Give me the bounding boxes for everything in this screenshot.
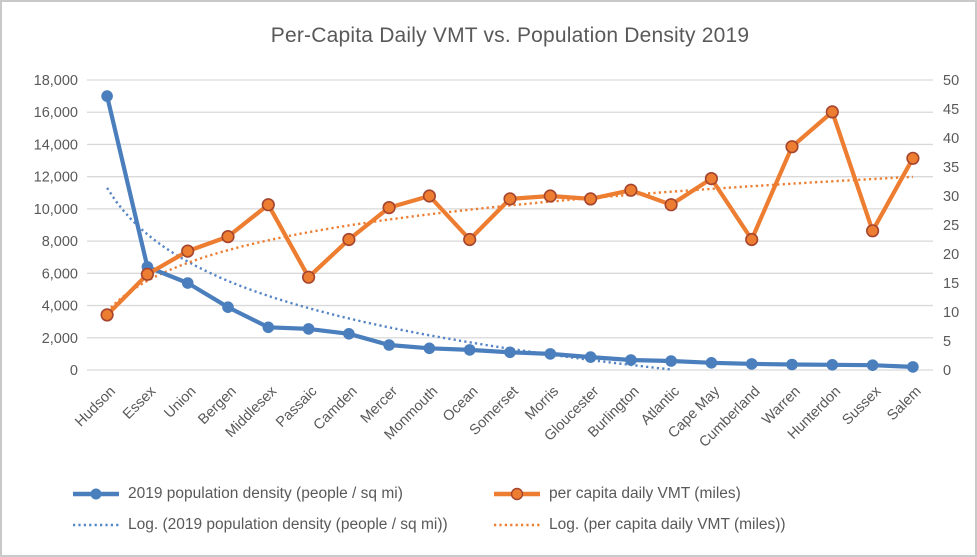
legend-item-density: 2019 population density (people / sq mi): [72, 483, 403, 505]
series-marker-vmt: [181, 244, 195, 258]
x-axis-category-label: Sussex: [839, 383, 884, 428]
series-marker-vmt: [664, 198, 678, 212]
series-marker-vmt: [785, 140, 799, 154]
legend-label-vmt: per capita daily VMT (miles): [549, 485, 741, 502]
series-marker-density: [181, 277, 194, 289]
series-marker-vmt: [422, 189, 437, 203]
series-marker-vmt: [342, 232, 356, 247]
plot-area: 0 2,000 4,000 6,000 8,000 10,000 12,000 14,000 1…: [34, 73, 960, 451]
y-axis-left-tick-label: 8,000: [42, 234, 78, 250]
y-axis-right-tick-label: 25: [943, 218, 959, 234]
y-axis-right-tick-label: 20: [943, 247, 959, 263]
legend-item-vmt-trend: Log. (per capita daily VMT (miles)): [493, 514, 786, 536]
series-marker-vmt: [382, 201, 396, 215]
series-marker-vmt: [302, 270, 316, 284]
series-marker-density: [383, 339, 395, 351]
series-marker-density: [222, 301, 234, 314]
y-axis-right-tick-label: 40: [943, 131, 959, 147]
x-axis-category-label: Essex: [120, 383, 160, 423]
x-axis-category-label: Hudson: [72, 384, 119, 431]
y-axis-right-tick-label: 0: [943, 363, 951, 379]
series-marker-vmt: [543, 189, 557, 203]
series-marker-density: [584, 351, 597, 363]
series-marker-density: [826, 359, 839, 371]
series-marker-vmt: [221, 230, 235, 244]
vmt-trend-swatch-icon: [494, 523, 540, 527]
legend-row-1: 2019 population density (people / sq mi)…: [2, 483, 975, 505]
y-axis-left-tick-label: 10,000: [34, 202, 78, 218]
series-marker-vmt: [825, 105, 839, 119]
y-axis-right-tick-label: 15: [943, 276, 959, 292]
series-marker-density: [504, 346, 516, 359]
series-marker-vmt: [463, 232, 477, 247]
series-marker-vmt: [624, 183, 638, 197]
chart-title: Per-Capita Daily VMT vs. Population Dens…: [270, 24, 750, 47]
x-axis-category-label: Camden: [311, 384, 361, 434]
series-marker-density: [705, 357, 718, 369]
series-marker-vmt: [503, 192, 517, 206]
vmt-line-swatch-icon: [494, 487, 540, 501]
series-marker-density: [544, 348, 557, 360]
series-marker-density: [423, 342, 436, 355]
y-axis-right-tick-label: 10: [943, 305, 959, 321]
y-axis-left-tick-label: 6,000: [42, 266, 78, 282]
series-marker-vmt: [100, 308, 114, 322]
y-axis-left-tick-label: 4,000: [42, 299, 78, 315]
series-marker-vmt: [583, 192, 598, 206]
series-marker-density: [101, 90, 113, 102]
y-axis-left-tick-label: 2,000: [42, 331, 78, 347]
series-marker-density: [343, 328, 355, 340]
legend-label-vmt-trend: Log. (per capita daily VMT (miles)): [549, 516, 786, 533]
legend-label-density: 2019 population density (people / sq mi): [128, 485, 403, 502]
series-marker-vmt: [865, 224, 880, 238]
series-marker-density: [625, 354, 637, 366]
series-marker-density: [262, 321, 275, 334]
series-marker-density: [665, 355, 677, 367]
legend-item-density-trend: Log. (2019 population density (people / …: [72, 514, 448, 536]
density-line-swatch-icon: [73, 488, 119, 500]
series-marker-density: [907, 361, 919, 373]
legend-item-vmt: per capita daily VMT (miles): [493, 483, 741, 505]
y-axis-left-tick-label: 16,000: [34, 105, 78, 121]
series-marker-density: [786, 358, 798, 371]
series-marker-density: [745, 358, 758, 370]
density-trend-swatch-icon: [73, 523, 119, 527]
x-axis-category-label: Salem: [884, 384, 924, 424]
series-marker-vmt: [906, 151, 920, 165]
y-axis-left-tick-label: 12,000: [34, 170, 78, 186]
y-axis-left-tick-label: 14,000: [34, 137, 78, 153]
y-axis-left-tick-label: 0: [70, 363, 78, 379]
y-axis-right-tick-label: 35: [943, 160, 959, 176]
series-marker-vmt: [140, 267, 154, 281]
y-axis-right-tick-label: 30: [943, 189, 959, 205]
legend-label-density-trend: Log. (2019 population density (people / …: [128, 516, 448, 533]
series-marker-vmt: [261, 198, 275, 212]
series-marker-vmt: [745, 232, 759, 247]
trendline-density: [106, 187, 672, 371]
y-axis-right-tick-label: 5: [943, 334, 951, 350]
y-axis-right-tick-label: 45: [943, 102, 959, 118]
series-marker-density: [463, 344, 476, 356]
series-marker-vmt: [704, 172, 719, 186]
x-axis-category-label: Union: [161, 384, 199, 422]
legend-row-2: Log. (2019 population density (people / …: [2, 514, 975, 536]
series-marker-density: [866, 359, 879, 372]
y-axis-left-tick-label: 18,000: [34, 73, 78, 89]
y-axis-right-tick-label: 50: [943, 73, 959, 89]
series-marker-density: [302, 323, 315, 335]
